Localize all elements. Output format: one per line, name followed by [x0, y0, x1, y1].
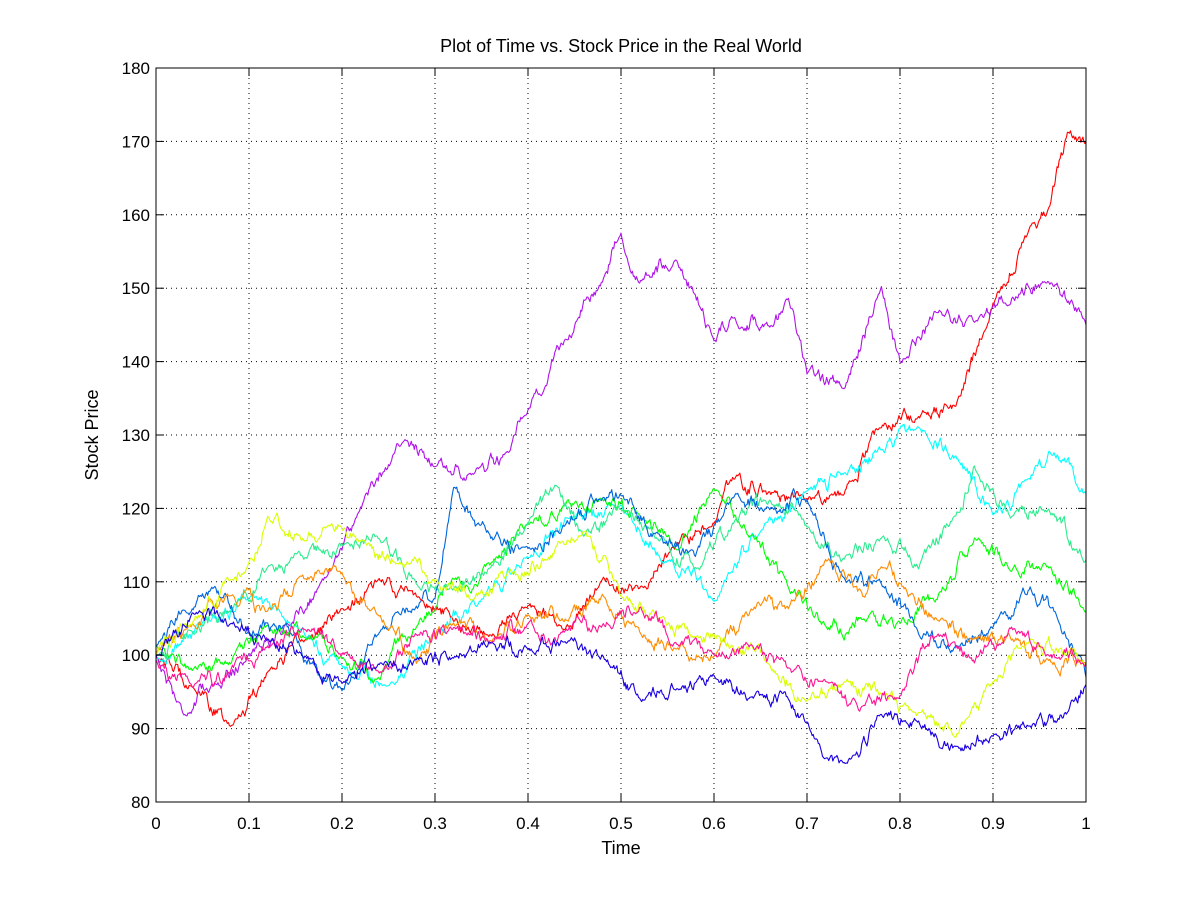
y-tick-label: 180 — [122, 59, 150, 78]
x-tick-label: 0.5 — [609, 814, 633, 833]
x-tick-label: 0.4 — [516, 814, 540, 833]
chart-title: Plot of Time vs. Stock Price in the Real… — [440, 36, 802, 56]
y-tick-label: 170 — [122, 132, 150, 151]
axis-ticks: 0 0.1 0.2 0.3 0.4 0.5 0.6 0.7 0.8 0.9 180901001101… — [122, 59, 1091, 833]
series-line-6 — [155, 486, 1087, 692]
x-tick-label: 0.7 — [795, 814, 819, 833]
y-tick-label: 100 — [122, 646, 150, 665]
x-axis-label: Time — [601, 838, 640, 858]
series-line-5 — [155, 465, 1087, 660]
grid — [156, 68, 1086, 802]
y-tick-label: 90 — [131, 720, 150, 739]
series-line-8 — [155, 512, 1087, 739]
series-line-9 — [155, 605, 1087, 712]
y-tick-label: 80 — [131, 793, 150, 812]
series-line-4 — [155, 488, 1087, 684]
y-tick-label: 150 — [122, 279, 150, 298]
x-tick-label: 0.6 — [702, 814, 726, 833]
x-tick-label: 0 — [151, 814, 160, 833]
x-tick-label: 0.1 — [237, 814, 261, 833]
y-tick-label: 120 — [122, 499, 150, 518]
series-line-10 — [155, 606, 1087, 765]
y-tick-label: 160 — [122, 206, 150, 225]
series-group — [155, 130, 1087, 765]
x-tick-label: 0.8 — [888, 814, 912, 833]
x-tick-label: 1 — [1081, 814, 1090, 833]
x-tick-label: 0.9 — [981, 814, 1005, 833]
y-axis-label: Stock Price — [82, 389, 102, 480]
y-tick-label: 130 — [122, 426, 150, 445]
x-tick-label: 0.2 — [330, 814, 354, 833]
series-line-7 — [155, 558, 1087, 677]
series-line-1 — [155, 130, 1087, 727]
y-tick-label: 110 — [123, 573, 150, 592]
y-tick-label: 140 — [122, 353, 150, 372]
series-line-2 — [155, 232, 1087, 717]
x-tick-label: 0.3 — [423, 814, 447, 833]
